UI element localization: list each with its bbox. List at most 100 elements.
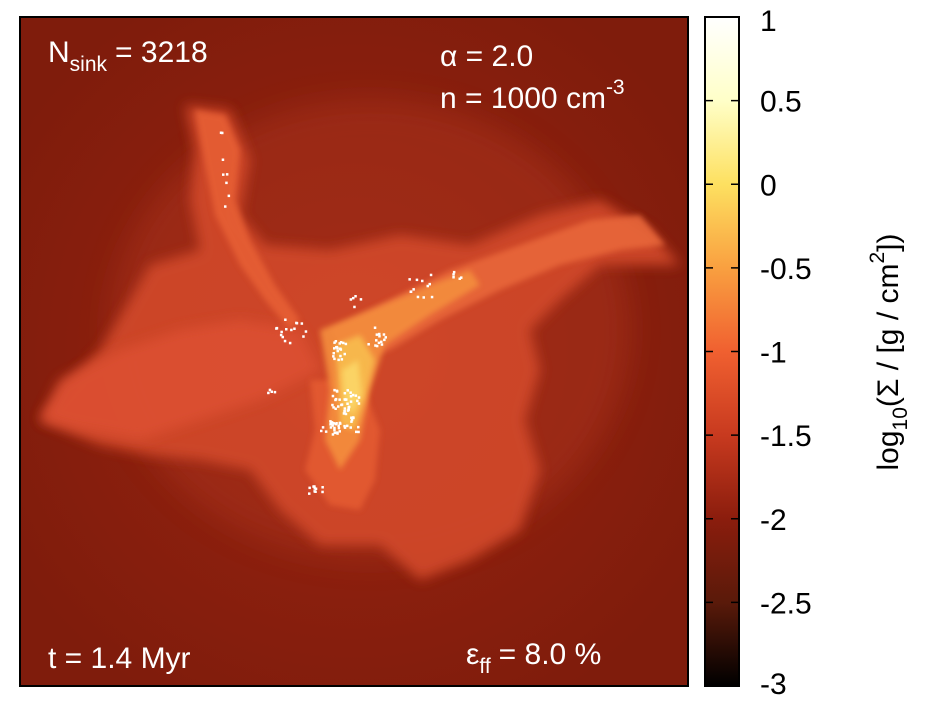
sink-particle: [293, 327, 296, 330]
sink-particle: [221, 158, 225, 161]
density-map: [20, 17, 688, 686]
sink-particle: [344, 398, 347, 401]
sink-particle: [375, 344, 379, 348]
sink-particle: [329, 421, 333, 425]
sink-particle: [426, 284, 429, 288]
sink-particle: [452, 270, 456, 274]
sink-particle: [452, 273, 455, 276]
sink-particle: [329, 426, 333, 429]
sink-particle: [300, 322, 304, 325]
sink-particle: [351, 393, 355, 397]
sink-particle: [335, 346, 338, 349]
colorbar: 1 0.5 0 -0.5 -1 -1.5 -2 -2.5 -3 log10(Σ / [g / c…: [704, 5, 912, 701]
sink-particle: [349, 391, 352, 394]
sink-particle: [268, 388, 272, 392]
sink-particle: [335, 389, 339, 393]
sink-particle: [412, 288, 415, 291]
sink-particle: [332, 406, 335, 409]
sink-particle: [336, 349, 339, 353]
sink-particle: [343, 407, 347, 410]
sink-particle: [283, 339, 287, 343]
sink-particle: [346, 402, 349, 405]
colorbar-tick-label: -1: [760, 337, 787, 370]
sink-particle: [460, 276, 463, 279]
colorbar-tick-label: -1.5: [760, 420, 812, 453]
colorbar-tick-label: -2.5: [760, 587, 812, 620]
sink-particle: [422, 296, 425, 299]
sink-particle: [333, 428, 336, 432]
sink-particle: [270, 390, 273, 393]
sink-particle: [350, 418, 354, 422]
sink-particle: [409, 290, 413, 293]
colorbar-tick-label: 1: [760, 5, 777, 38]
sink-particle: [329, 420, 332, 423]
sink-particle: [314, 487, 318, 490]
n-sink-sub: sink: [70, 53, 108, 76]
colorbar-tick-label: 0: [760, 169, 777, 202]
sink-particle: [342, 412, 346, 415]
colorbar-label-log: log: [872, 430, 905, 470]
sink-particle: [333, 341, 336, 344]
sink-particle: [354, 394, 358, 397]
efficiency-sub: ff: [479, 655, 490, 678]
sink-particle: [338, 430, 341, 433]
sink-particle: [336, 347, 339, 350]
sink-particle: [225, 173, 229, 176]
sink-particle: [356, 399, 359, 403]
sink-particle: [334, 397, 338, 401]
sink-particle: [352, 296, 355, 300]
sink-particle: [336, 432, 339, 435]
colorbar-tick-label: -3: [760, 668, 787, 701]
sink-particle: [344, 342, 348, 346]
sink-particle: [333, 357, 336, 361]
colorbar-ticks: 1 0.5 0 -0.5 -1 -1.5 -2 -2.5 -3: [705, 5, 812, 701]
colorbar-label-end: ]): [872, 234, 905, 252]
sink-particle: [320, 429, 323, 433]
sink-particle: [377, 341, 381, 345]
sink-particle: [353, 305, 356, 309]
efficiency-prefix: ε: [466, 638, 479, 671]
sink-particle: [380, 340, 383, 344]
sink-particle: [288, 341, 292, 345]
sink-particle: [280, 330, 283, 334]
sink-particle: [452, 276, 455, 279]
sink-particle: [350, 416, 353, 419]
sink-particle: [332, 355, 335, 358]
sink-particle: [343, 409, 346, 413]
sink-particle: [339, 347, 342, 350]
sink-particle: [304, 330, 308, 333]
sink-particle: [421, 279, 424, 283]
sink-particle: [359, 298, 363, 301]
sink-particle: [378, 335, 381, 338]
density-label: n = 1000 cm-3: [440, 76, 625, 115]
sink-particle: [346, 424, 349, 428]
sink-particle: [333, 347, 336, 350]
sink-particle: [331, 394, 335, 398]
sink-particle: [225, 181, 228, 185]
sink-particle: [367, 343, 370, 346]
sink-particles: [219, 131, 463, 495]
sink-particle: [273, 390, 277, 394]
efficiency-value: = 8.0 %: [499, 638, 602, 671]
sink-particle: [342, 341, 345, 345]
map-frame: [19, 16, 689, 687]
sink-particle: [343, 352, 346, 356]
sink-particle: [313, 485, 316, 488]
sink-particle: [333, 431, 336, 435]
sink-particle: [357, 425, 360, 429]
sink-particle: [295, 322, 299, 325]
density-sup: -3: [606, 76, 625, 99]
sink-particle: [384, 336, 387, 339]
colorbar-label-sub: 10: [889, 407, 912, 430]
sink-particle: [337, 426, 341, 430]
sink-particle: [331, 433, 335, 436]
sink-particle: [222, 173, 225, 176]
sink-particle: [275, 327, 278, 330]
sink-particle: [314, 490, 317, 493]
sink-particle: [355, 430, 358, 434]
colorbar-label-mid: (Σ / [g / cm: [872, 264, 905, 408]
sink-particle: [354, 295, 357, 298]
sink-particle: [382, 333, 386, 336]
sink-particle: [339, 354, 342, 358]
